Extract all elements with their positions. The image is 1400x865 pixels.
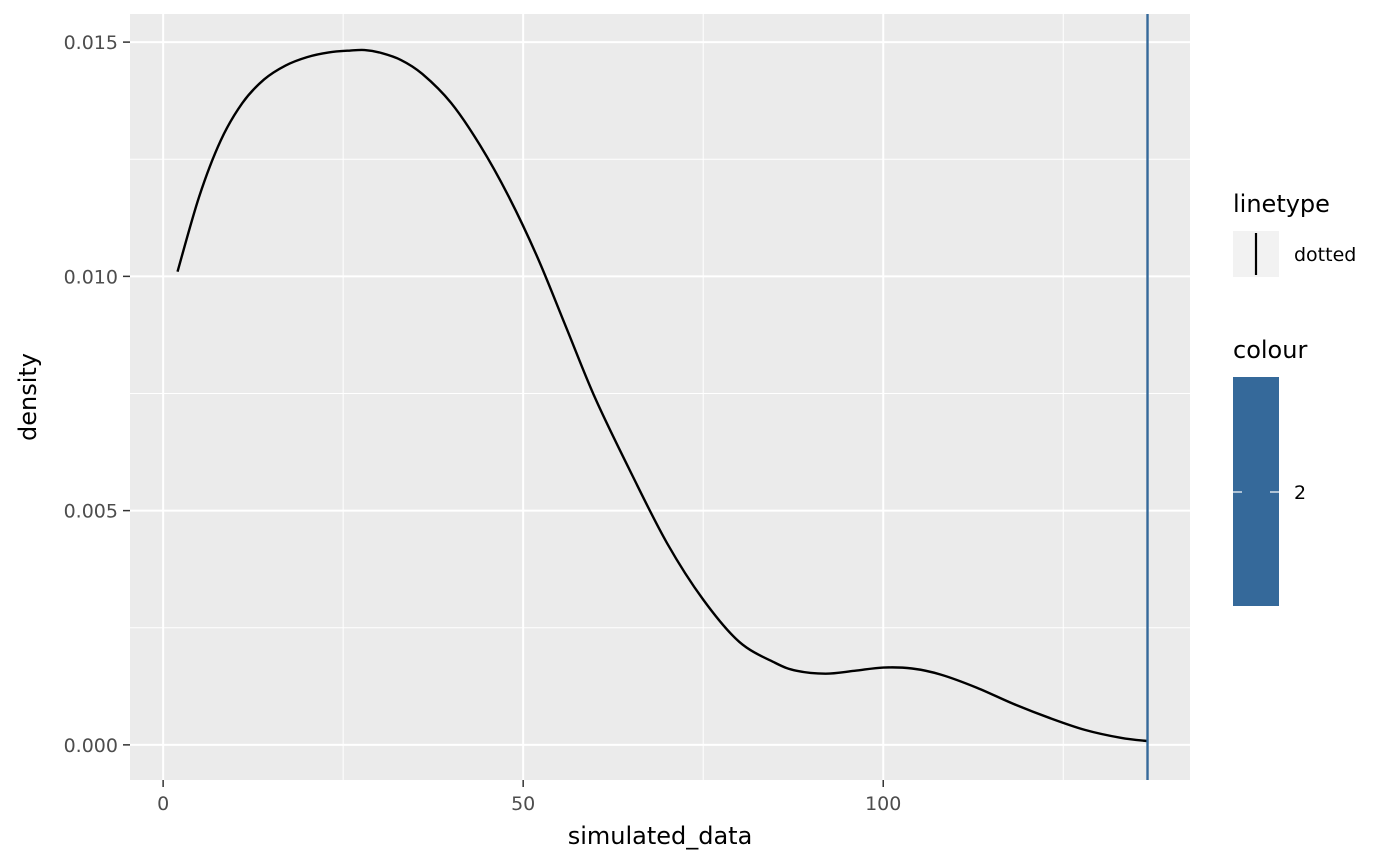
x-tick-label: 100 xyxy=(865,793,901,815)
x-tick-label: 50 xyxy=(511,793,535,815)
plot-panel xyxy=(130,14,1190,780)
x-tick-label: 0 xyxy=(157,793,169,815)
y-tick-label: 0.010 xyxy=(64,266,118,288)
x-axis-title: simulated_data xyxy=(568,822,753,850)
legend-linetype-title: linetype xyxy=(1233,190,1330,218)
minor-gridlines xyxy=(130,14,1190,780)
legend-linetype-label: dotted xyxy=(1294,244,1356,266)
y-tick-label: 0.005 xyxy=(64,501,118,523)
y-tick-label: 0.000 xyxy=(64,735,118,757)
legend-colour: colour 2 xyxy=(1233,336,1307,606)
density-curve xyxy=(176,48,1148,743)
legend-linetype: linetype dotted xyxy=(1233,190,1356,277)
y-axis: 0.000 0.005 0.010 0.015 xyxy=(64,32,130,757)
series-layer xyxy=(176,48,1148,743)
legend-colour-label: 2 xyxy=(1294,482,1306,504)
legend-colour-title: colour xyxy=(1233,336,1307,364)
y-tick-label: 0.015 xyxy=(64,32,118,54)
y-axis-title: density xyxy=(14,353,42,441)
major-gridlines xyxy=(130,14,1190,780)
x-axis: 0 50 100 xyxy=(157,780,901,815)
